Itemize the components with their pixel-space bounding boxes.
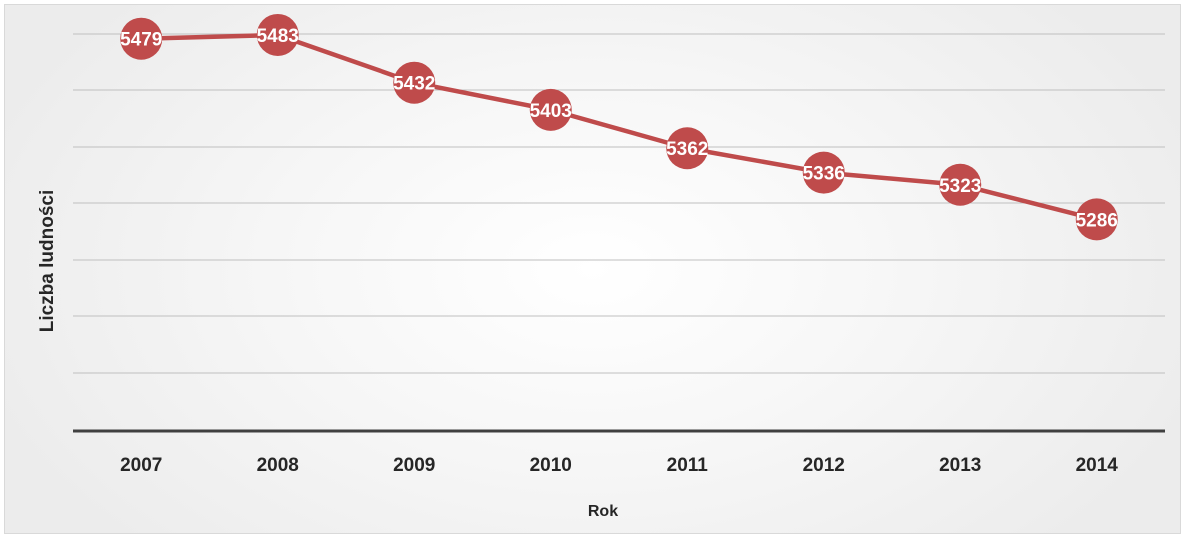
- data-point-label: 5286: [1076, 210, 1118, 231]
- gridlines: [73, 33, 1165, 374]
- x-tick-label: 2009: [393, 455, 435, 476]
- data-point-label: 5336: [803, 164, 845, 185]
- data-point-label: 5479: [120, 30, 162, 51]
- line-chart: 2007 2008 2009 2010 2011 2012 2013 2014 5479 548…: [37, 13, 1165, 520]
- data-point-marker: [1075, 198, 1118, 241]
- data-point-marker: [393, 61, 436, 104]
- data-point-marker: [256, 13, 299, 56]
- x-tick-label: 2010: [530, 455, 572, 476]
- x-tick-label: 2011: [667, 455, 709, 476]
- x-tick-label: 2012: [803, 455, 845, 476]
- data-point-marker: [939, 163, 982, 206]
- y-axis-title: Liczba ludności: [37, 190, 58, 333]
- x-tick-label: 2014: [1076, 455, 1119, 476]
- data-point-label: 5483: [257, 26, 299, 47]
- data-point-marker: [529, 88, 572, 131]
- data-point-marker: [120, 17, 163, 60]
- data-point-label: 5362: [666, 139, 708, 160]
- data-point-label: 5323: [939, 176, 981, 197]
- data-point-marker: [802, 151, 845, 194]
- x-tick-label: 2013: [939, 455, 981, 476]
- data-point-marker: [666, 127, 709, 170]
- data-point-label: 5403: [530, 101, 572, 122]
- x-tick-label: 2007: [120, 455, 162, 476]
- data-point-label: 5432: [393, 74, 435, 95]
- x-axis-title: Rok: [588, 503, 618, 520]
- chart-area: 2007 2008 2009 2010 2011 2012 2013 2014 5479 548…: [4, 4, 1181, 534]
- series-line: [141, 32, 1098, 222]
- x-axis-tick-labels: 2007 2008 2009 2010 2011 2012 2013 2014: [120, 455, 1118, 476]
- data-markers: 5479 5483 5432 5403 5362 5336 5323 5286: [120, 13, 1118, 241]
- x-tick-label: 2008: [257, 455, 299, 476]
